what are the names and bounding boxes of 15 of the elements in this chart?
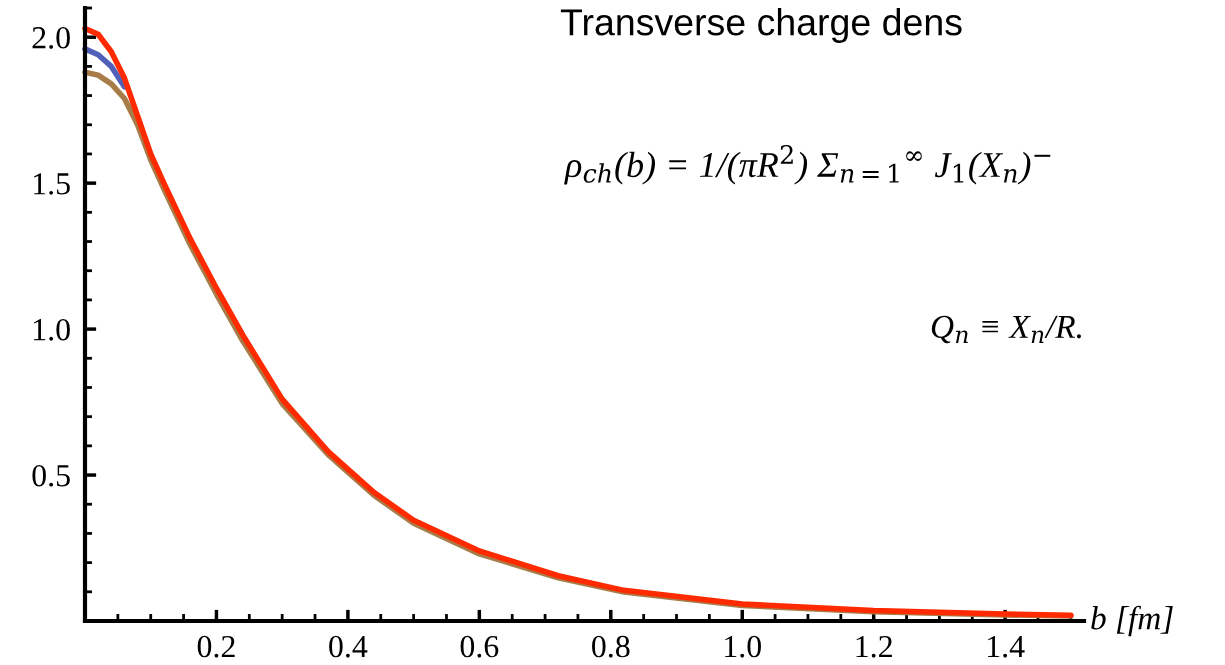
text: ρ$_{ch}$(b) = 1/(πR$^{2}$) Σ$_{n=1}$$^{∞}$ J$_{1}$(X$_{n}$)$^{−}$ [564,144,1051,185]
x-axis-title: b [fm] [1091,605,1173,637]
x-tick-label: 1.4 [987,635,1025,658]
y-tick-label: 2.0 [32,27,70,49]
x-tick-label: 0.8 [592,635,630,658]
annotation: Q$_{n}$ ≡ X$_{n}$/R. [931,315,1081,344]
y-tick-label: 0.5 [32,464,70,487]
y-tick-label: 1.0 [33,318,70,341]
chart-title: Transverse charge dens [560,8,962,43]
x-tick-label: 1.0 [725,635,761,658]
x-tick-label: 0.6 [460,635,499,658]
x-tick-label: 0.2 [197,635,235,658]
y-tick-label: 1.5 [33,173,70,195]
x-tick-label: 1.2 [856,635,892,658]
x-tick-label: 0.4 [329,635,368,658]
